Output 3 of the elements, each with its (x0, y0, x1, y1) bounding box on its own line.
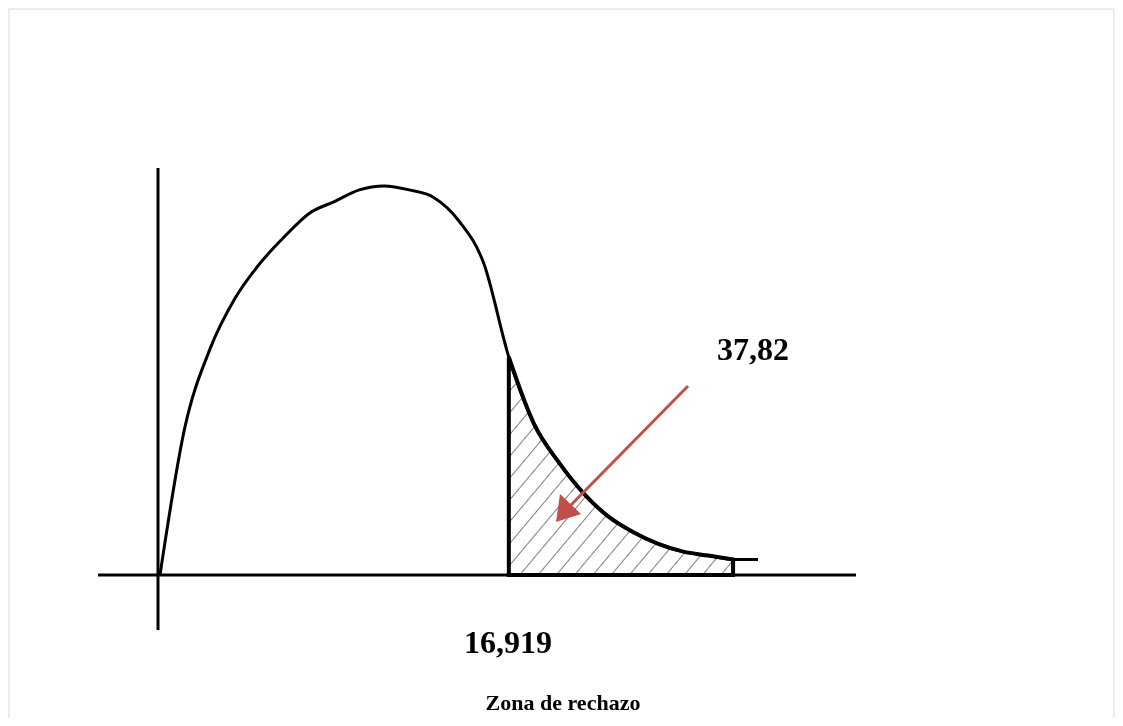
text: Zona de rechazo (485, 690, 641, 715)
annotation: 37,82 (717, 331, 789, 367)
text: 16,919 (464, 624, 552, 660)
